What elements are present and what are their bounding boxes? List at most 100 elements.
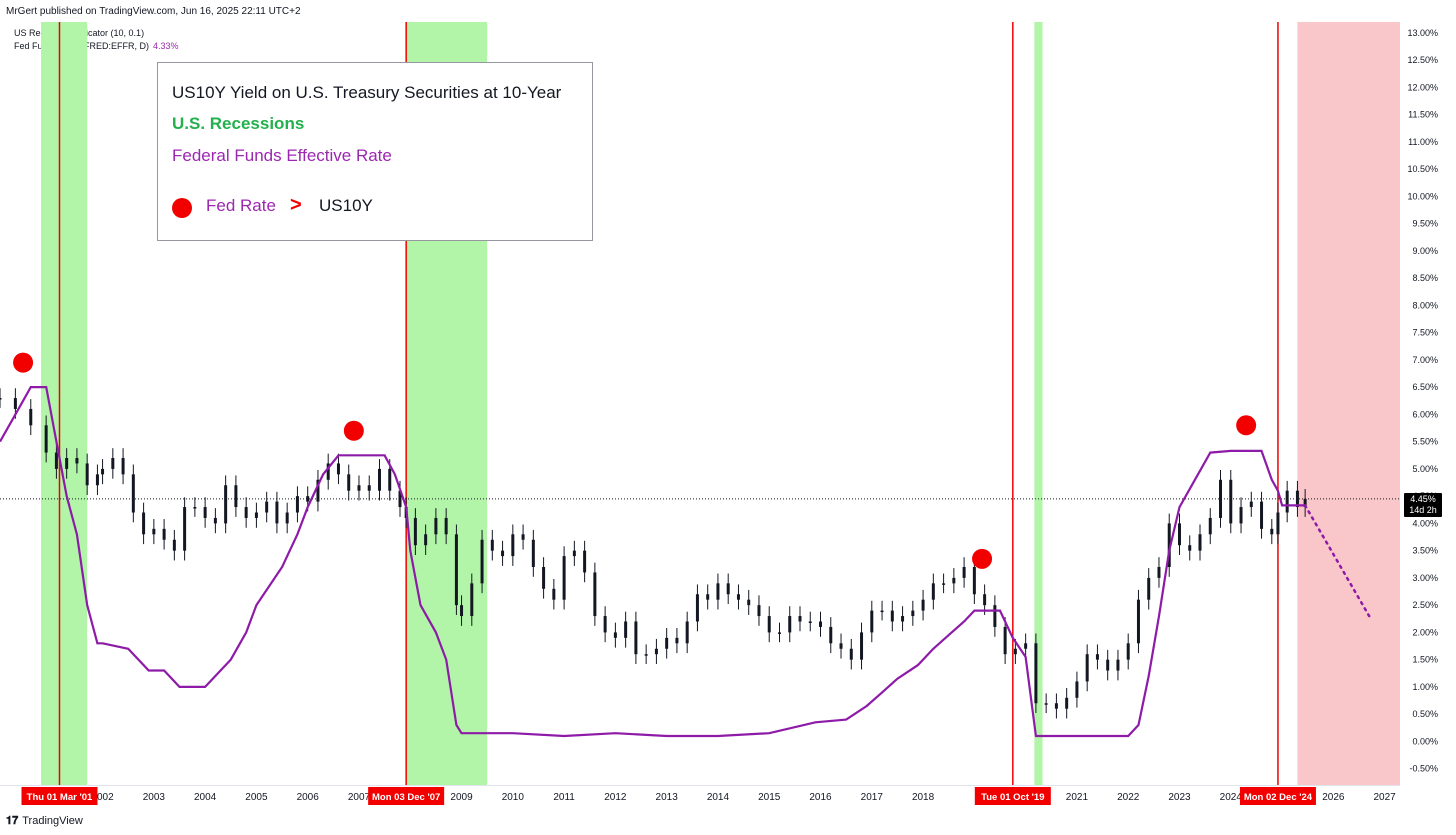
candle-body xyxy=(1229,479,1233,524)
candle-body xyxy=(95,474,99,486)
y-tick-label: 10.50% xyxy=(1407,164,1438,174)
y-tick-label: 11.00% xyxy=(1408,137,1438,147)
candle-body xyxy=(1198,534,1202,551)
candle-body xyxy=(870,610,874,633)
candle-body xyxy=(398,490,402,508)
candle-body xyxy=(203,507,207,518)
candle-body xyxy=(111,458,115,469)
fed-rate-markers xyxy=(13,352,1257,569)
candle-body xyxy=(521,534,525,540)
projection-line xyxy=(1303,504,1371,618)
candle-body xyxy=(316,479,320,502)
x-tick-label: 2016 xyxy=(809,792,832,803)
candle-body xyxy=(1260,501,1264,529)
x-tick-label: 2009 xyxy=(450,792,473,803)
candle-body xyxy=(972,567,976,595)
candle-body xyxy=(1075,681,1079,698)
candle-body xyxy=(244,507,248,518)
candle-body xyxy=(224,485,228,524)
x-tick-label: 2026 xyxy=(1322,792,1345,803)
greater-than-icon: > xyxy=(290,194,302,216)
candle-body xyxy=(849,648,853,660)
date-marker-label-bg xyxy=(974,787,1051,805)
x-axis-line xyxy=(0,785,1400,786)
candle-body xyxy=(480,539,484,584)
candle-body xyxy=(931,583,935,600)
legend-fed-funds: Federal Funds Effective Rate xyxy=(172,146,392,165)
date-marker-label-bg xyxy=(368,787,445,805)
legend-recessions: U.S. Recessions xyxy=(172,114,305,133)
candle-body xyxy=(413,517,417,546)
candle-body xyxy=(1219,479,1223,518)
candle-body xyxy=(890,610,894,622)
y-tick-label: 8.50% xyxy=(1412,273,1438,283)
candle-body xyxy=(121,458,125,475)
candle-body xyxy=(75,458,79,464)
candle-body xyxy=(1003,626,1007,655)
candle-body xyxy=(685,621,689,644)
candle-body xyxy=(531,539,535,567)
legend-us10y: US10Y Yield on U.S. Treasury Securities … xyxy=(172,83,562,102)
candle-body xyxy=(644,654,648,656)
candle-body xyxy=(101,468,105,475)
legend-box[interactable]: US10Y Yield on U.S. Treasury Securities … xyxy=(157,62,593,241)
y-tick-label: 7.50% xyxy=(1412,328,1438,338)
candle-body xyxy=(424,534,428,546)
date-marker-labels: Thu 01 Mar '01 Mon 03 Dec '07 Tue 01 Oct '… xyxy=(21,787,1316,805)
date-marker-label: Mon 03 Dec '07 xyxy=(372,792,440,803)
x-tick-label: 2024 xyxy=(1220,792,1243,803)
x-tick-label: 2014 xyxy=(707,792,730,803)
date-marker-label: Tue 01 Oct '19 xyxy=(981,792,1044,803)
candle-body xyxy=(336,463,340,475)
candle-body xyxy=(860,632,864,660)
candle-body xyxy=(490,539,494,551)
candle-body xyxy=(326,463,330,480)
candle-body xyxy=(367,485,371,491)
y-tick-label: 0.00% xyxy=(1412,736,1438,746)
x-tick-label: 2003 xyxy=(143,792,166,803)
candle-body xyxy=(172,539,176,551)
candle-body xyxy=(1095,654,1099,660)
publisher-line: MrGert published on TradingView.com, Jun… xyxy=(6,6,301,17)
y-tick-label: 2.00% xyxy=(1412,627,1438,637)
y-tick-label: 6.00% xyxy=(1412,409,1438,419)
x-tick-label: 2004 xyxy=(194,792,217,803)
current-price-tag: 4.45% 14d 2h xyxy=(1404,493,1442,517)
candle-body xyxy=(962,567,966,578)
x-axis-ticks: 2002 2003 2004 2005 2006 2007 2009 2010 2011 2012… xyxy=(91,792,1396,803)
candle-body xyxy=(572,550,576,557)
current-price-value: 4.45% xyxy=(1410,494,1436,504)
candle-body xyxy=(1188,545,1192,551)
candle-body xyxy=(65,458,69,469)
y-tick-label: 9.00% xyxy=(1412,246,1438,256)
candle-body xyxy=(1177,523,1181,546)
candle-body xyxy=(85,463,89,486)
candle-body xyxy=(254,512,258,518)
y-tick-label: 4.00% xyxy=(1412,518,1438,528)
candle-body xyxy=(654,648,658,655)
x-tick-label: 2018 xyxy=(912,792,935,803)
candle-body xyxy=(1249,501,1253,508)
candle-body xyxy=(29,408,33,426)
y-tick-label: -0.50% xyxy=(1409,764,1438,774)
y-tick-label: 5.00% xyxy=(1412,464,1438,474)
candle-body xyxy=(613,632,617,638)
tradingview-footer[interactable]: 𝟏𝟕 TradingView xyxy=(6,815,83,828)
candle-body xyxy=(819,621,823,627)
candle-body xyxy=(901,616,905,622)
candle-body xyxy=(1303,498,1307,508)
x-tick-label: 2006 xyxy=(297,792,320,803)
candle-body xyxy=(511,534,515,557)
x-tick-label: 2023 xyxy=(1168,792,1191,803)
candle-body xyxy=(434,517,438,535)
fed-rate-marker xyxy=(972,548,993,569)
candle-body xyxy=(788,616,792,633)
candle-body xyxy=(1065,697,1069,709)
date-marker-label-bg xyxy=(21,787,98,805)
y-tick-label: 5.50% xyxy=(1412,437,1438,447)
x-tick-label: 2011 xyxy=(553,792,575,803)
candle-body xyxy=(388,468,392,491)
y-tick-label: 0.50% xyxy=(1412,709,1438,719)
tradingview-brand: TradingView xyxy=(22,815,83,827)
candle-body xyxy=(880,610,884,613)
